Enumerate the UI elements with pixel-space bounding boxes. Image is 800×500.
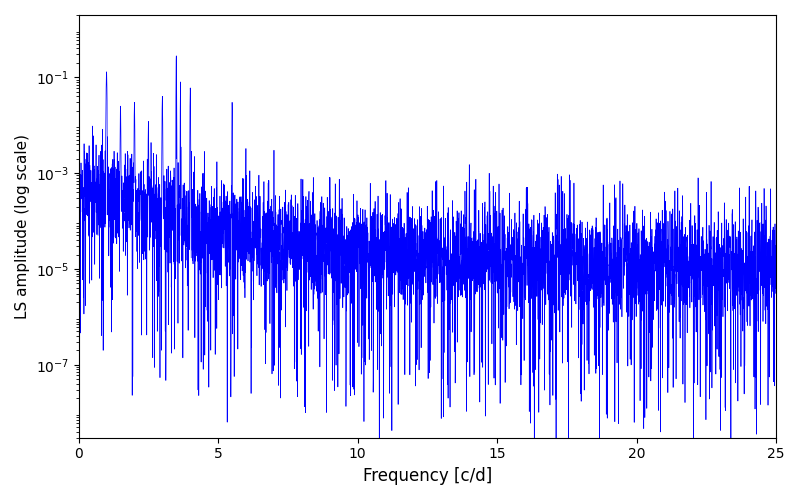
Y-axis label: LS amplitude (log scale): LS amplitude (log scale)	[15, 134, 30, 319]
X-axis label: Frequency [c/d]: Frequency [c/d]	[363, 467, 492, 485]
